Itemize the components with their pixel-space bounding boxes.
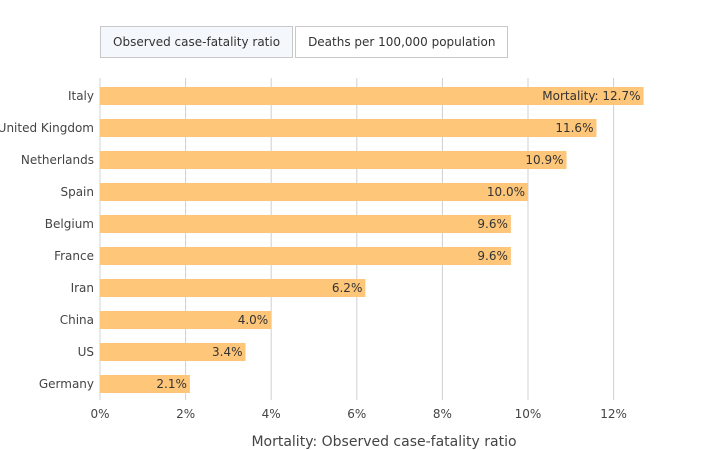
bar[interactable] — [100, 87, 644, 105]
category-label: France — [54, 249, 94, 263]
x-tick-label: 12% — [600, 407, 627, 421]
category-label: Belgium — [45, 217, 94, 231]
value-label: 2.1% — [156, 377, 187, 391]
bar[interactable] — [100, 183, 528, 201]
value-label: 9.6% — [477, 249, 508, 263]
x-tick-label: 4% — [262, 407, 281, 421]
x-tick-label: 6% — [347, 407, 366, 421]
value-label: 10.0% — [487, 185, 525, 199]
bar[interactable] — [100, 215, 511, 233]
tab-observed-case-fatality-ratio[interactable]: Observed case-fatality ratio — [100, 26, 294, 58]
value-label: 4.0% — [238, 313, 269, 327]
bar[interactable] — [100, 151, 567, 169]
bar[interactable] — [100, 119, 597, 137]
value-label: 9.6% — [477, 217, 508, 231]
category-label: Italy — [68, 89, 94, 103]
category-label: United Kingdom — [0, 121, 94, 135]
value-label: 10.9% — [525, 153, 563, 167]
x-tick-label: 2% — [176, 407, 195, 421]
bar[interactable] — [100, 311, 272, 329]
bar[interactable] — [100, 343, 246, 361]
category-label: Iran — [71, 281, 94, 295]
value-label: Mortality: 12.7% — [542, 89, 640, 103]
x-tick-label: 0% — [90, 407, 109, 421]
x-axis-title: Mortality: Observed case-fatality ratio — [251, 434, 516, 450]
x-tick-labels: 0% 2% 4% 6% 8% 10% 12% — [90, 407, 626, 421]
x-tick-label: 8% — [433, 407, 452, 421]
bar[interactable] — [100, 279, 366, 297]
metric-tabs: Observed case-fatality ratio Deaths per … — [100, 26, 509, 58]
bar[interactable] — [100, 375, 190, 393]
category-labels: Italy United Kingdom Netherlands Spain Belgi… — [0, 89, 94, 391]
tab-deaths-per-100000-population[interactable]: Deaths per 100,000 population — [295, 26, 509, 58]
value-label: 3.4% — [212, 345, 243, 359]
value-label: 6.2% — [332, 281, 363, 295]
bars: Mortality: 12.7% 11.6% 10.9% 10.0% 9.6% 9.6% 6… — [100, 87, 644, 393]
category-label: Germany — [39, 377, 94, 391]
category-label: US — [78, 345, 94, 359]
bar[interactable] — [100, 247, 511, 265]
category-label: Netherlands — [21, 153, 94, 167]
category-label: Spain — [60, 185, 94, 199]
category-label: China — [60, 313, 94, 327]
value-label: 11.6% — [555, 121, 593, 135]
x-tick-label: 10% — [515, 407, 542, 421]
